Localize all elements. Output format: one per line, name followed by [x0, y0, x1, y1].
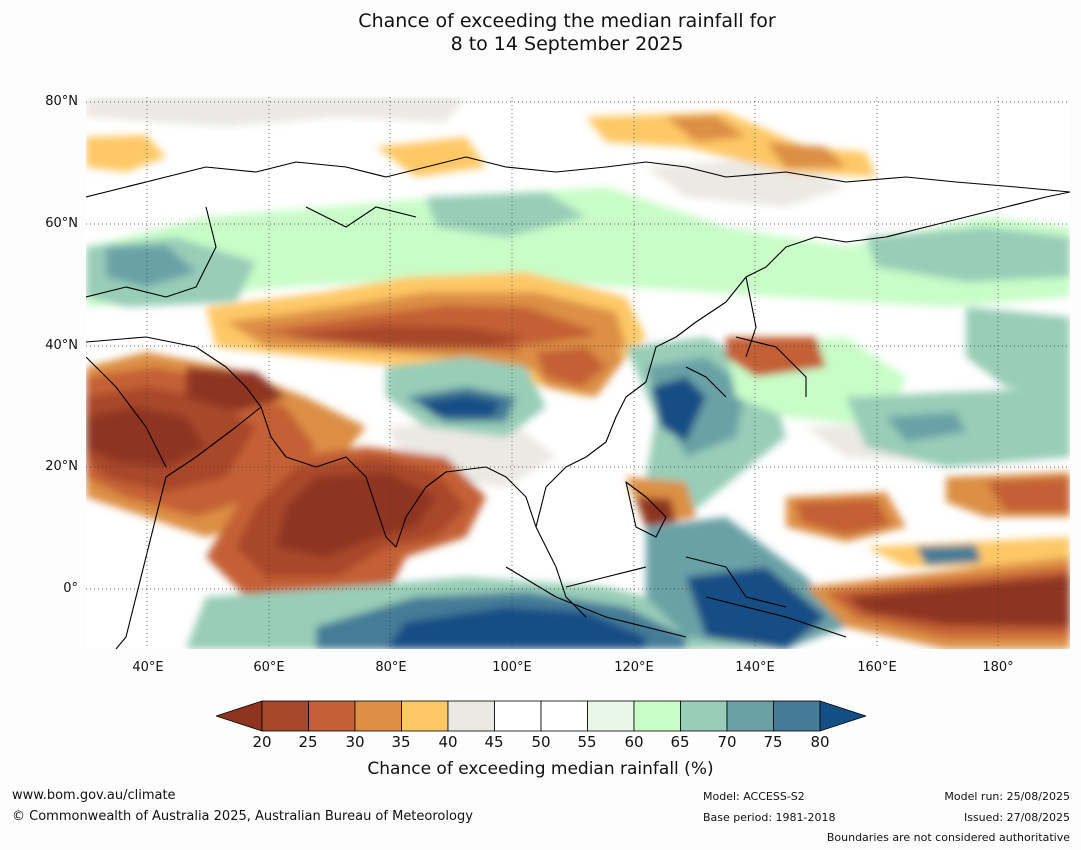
colorbar-label: Chance of exceeding median rainfall (%): [367, 759, 714, 779]
issued-date: Issued: 27/08/2025: [963, 811, 1070, 824]
title-line-1: Chance of exceeding the median rainfall …: [358, 10, 776, 32]
coastlines: [86, 156, 1070, 649]
boundary-disclaimer: Boundaries are not considered authoritat…: [826, 831, 1070, 844]
colorbar-segment: [680, 700, 728, 732]
lon-label-160e: 160°E: [857, 660, 897, 675]
colorbar-tick-25: 25: [298, 733, 318, 751]
lon-label-120e: 120°E: [614, 660, 654, 675]
colorbar-tick-35: 35: [391, 733, 411, 751]
colorbar-tick-50: 50: [531, 733, 551, 751]
colorbar: [216, 700, 866, 732]
colorbar-segment: [261, 700, 309, 732]
colorbar-tick-70: 70: [717, 733, 737, 751]
colorbar-tick-60: 60: [624, 733, 644, 751]
colorbar-segment: [726, 700, 774, 732]
lat-label-equator: 0°: [63, 581, 78, 596]
colorbar-segment: [354, 700, 402, 732]
colorbar-segment: [494, 700, 542, 732]
colorbar-tick-30: 30: [345, 733, 365, 751]
lon-label-40e: 40°E: [132, 660, 164, 675]
colorbar-segment: [447, 700, 495, 732]
lat-label-60n: 60°N: [45, 216, 78, 231]
lon-label-60e: 60°E: [253, 660, 285, 675]
lat-label-20n: 20°N: [45, 459, 78, 474]
colorbar-tick-80: 80: [810, 733, 830, 751]
rainfall-map: [86, 97, 1070, 649]
colorbar-segment: [773, 700, 821, 732]
base-period: Base period: 1981-2018: [703, 811, 836, 824]
lon-label-180: 180°: [982, 660, 1014, 675]
model-run-date: Model run: 25/08/2025: [944, 790, 1070, 803]
website-link[interactable]: www.bom.gov.au/climate: [12, 788, 176, 803]
colorbar-tick-45: 45: [484, 733, 504, 751]
rainfall-anomaly-field: [86, 97, 1070, 649]
colorbar-segment: [587, 700, 635, 732]
graticule: [86, 97, 1070, 649]
model-name: Model: ACCESS-S2: [703, 790, 805, 803]
colorbar-segment: [308, 700, 356, 732]
title-line-2: 8 to 14 September 2025: [450, 33, 684, 55]
lat-label-40n: 40°N: [45, 338, 78, 353]
map-title: Chance of exceeding the median rainfall …: [0, 10, 1081, 56]
lon-label-100e: 100°E: [492, 660, 532, 675]
map-canvas: [86, 97, 1070, 649]
colorbar-segment: [633, 700, 681, 732]
colorbar-tick-65: 65: [670, 733, 690, 751]
colorbar-tick-55: 55: [577, 733, 597, 751]
colorbar-extend-low: [216, 700, 263, 732]
colorbar-segment: [401, 700, 449, 732]
colorbar-tick-40: 40: [438, 733, 458, 751]
lon-label-80e: 80°E: [375, 660, 407, 675]
colorbar-tick-75: 75: [763, 733, 783, 751]
colorbar-segment: [540, 700, 588, 732]
copyright-text: © Commonwealth of Australia 2025, Austra…: [12, 809, 473, 824]
lon-label-140e: 140°E: [735, 660, 775, 675]
colorbar-tick-20: 20: [252, 733, 272, 751]
colorbar-extend-high: [819, 700, 866, 732]
lat-label-80n: 80°N: [45, 94, 78, 109]
